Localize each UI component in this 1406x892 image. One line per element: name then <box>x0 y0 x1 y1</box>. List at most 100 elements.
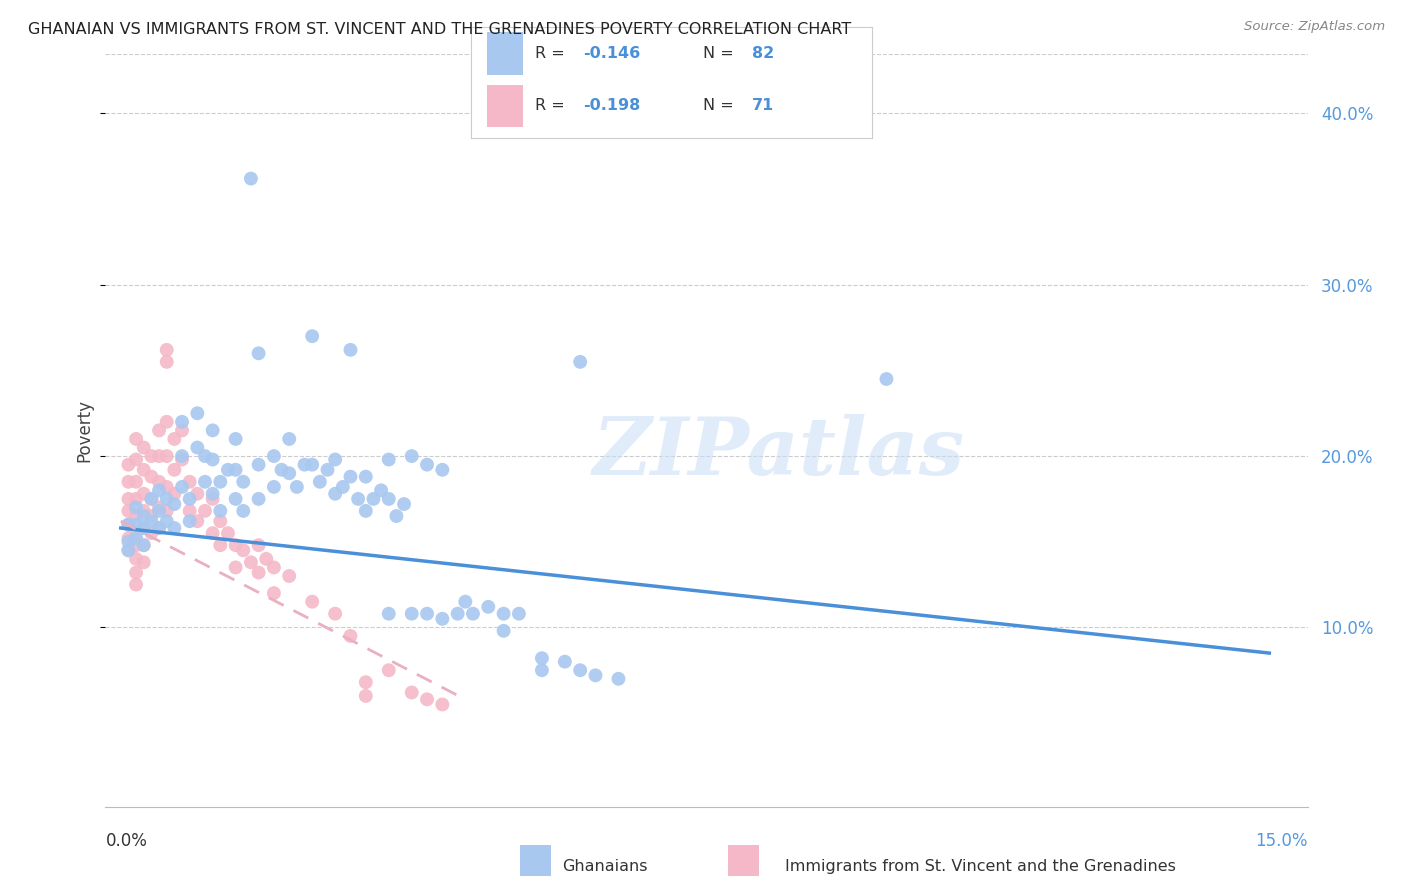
Text: R =: R = <box>536 46 569 61</box>
Point <box>179 514 201 528</box>
Point <box>308 475 330 489</box>
Point <box>179 475 201 489</box>
Point <box>125 517 148 532</box>
Point <box>125 452 148 467</box>
Point <box>132 555 155 569</box>
Y-axis label: Poverty: Poverty <box>76 399 94 462</box>
Point <box>339 469 361 483</box>
Point <box>125 538 148 552</box>
Point <box>392 497 415 511</box>
Point <box>301 595 323 609</box>
Point <box>148 483 170 498</box>
Point <box>263 480 285 494</box>
Point <box>132 504 155 518</box>
Point <box>875 372 897 386</box>
Point <box>125 500 148 515</box>
Point <box>148 504 170 518</box>
Point <box>170 424 193 438</box>
Point <box>132 538 155 552</box>
Point <box>301 329 323 343</box>
Point <box>117 475 139 489</box>
Point <box>163 432 186 446</box>
Point <box>294 458 316 472</box>
Point <box>432 698 454 712</box>
Point <box>163 497 186 511</box>
Point <box>209 475 232 489</box>
Point <box>569 355 592 369</box>
Point <box>170 480 193 494</box>
Point <box>278 467 301 481</box>
Point <box>170 452 193 467</box>
Point <box>377 491 399 506</box>
Point <box>530 651 553 665</box>
Point <box>156 504 179 518</box>
Point <box>209 504 232 518</box>
Point <box>209 514 232 528</box>
Point <box>301 458 323 472</box>
Text: -0.198: -0.198 <box>583 98 641 113</box>
Point <box>194 504 217 518</box>
Point <box>125 475 148 489</box>
Point <box>179 504 201 518</box>
Point <box>232 475 254 489</box>
Point <box>179 491 201 506</box>
Point <box>141 469 163 483</box>
Point <box>339 629 361 643</box>
Point <box>132 463 155 477</box>
Point <box>186 514 208 528</box>
Point <box>156 491 179 506</box>
Point <box>530 663 553 677</box>
Point <box>247 346 270 360</box>
Point <box>225 463 247 477</box>
Point <box>585 668 607 682</box>
Point <box>156 449 179 463</box>
Point <box>125 552 148 566</box>
Point <box>132 509 155 524</box>
Point <box>569 663 592 677</box>
Point <box>370 483 392 498</box>
Point <box>141 514 163 528</box>
Point <box>132 521 155 535</box>
Point <box>347 491 370 506</box>
Point <box>163 487 186 501</box>
Point <box>117 543 139 558</box>
Point <box>148 424 170 438</box>
Point <box>385 509 408 524</box>
Point <box>461 607 484 621</box>
Point <box>554 655 576 669</box>
Point <box>323 607 346 621</box>
Text: 15.0%: 15.0% <box>1256 831 1308 849</box>
Point <box>156 355 179 369</box>
Point <box>186 406 208 420</box>
Point <box>117 543 139 558</box>
Point <box>117 534 139 549</box>
Point <box>148 521 170 535</box>
Point <box>117 491 139 506</box>
Point <box>263 449 285 463</box>
Point <box>201 424 224 438</box>
Point <box>354 504 377 518</box>
Point <box>239 555 262 569</box>
Point <box>377 663 399 677</box>
Point <box>125 432 148 446</box>
Point <box>225 538 247 552</box>
Text: N =: N = <box>703 98 740 113</box>
Point <box>607 672 630 686</box>
Text: N =: N = <box>703 46 740 61</box>
Text: Ghanaians: Ghanaians <box>562 859 648 873</box>
Point <box>156 514 179 528</box>
Point <box>416 607 439 621</box>
Point <box>263 560 285 574</box>
Point <box>225 491 247 506</box>
Point <box>117 531 139 545</box>
Point <box>401 607 423 621</box>
Text: -0.146: -0.146 <box>583 46 641 61</box>
Point <box>492 607 515 621</box>
Point <box>263 586 285 600</box>
Point <box>132 538 155 552</box>
Point <box>377 607 399 621</box>
Point <box>125 526 148 541</box>
Point <box>416 458 439 472</box>
Point <box>278 569 301 583</box>
Point <box>217 526 239 541</box>
